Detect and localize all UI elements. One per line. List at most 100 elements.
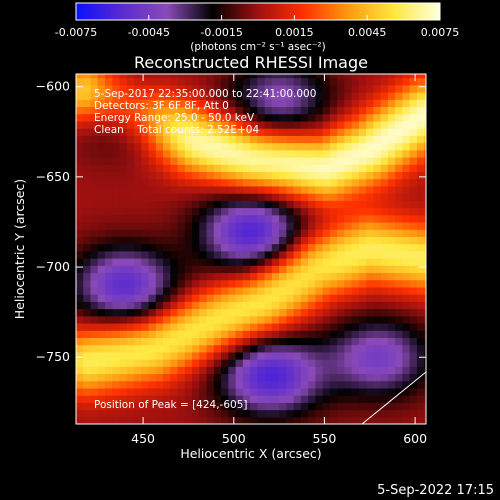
heatmap-cell: [366, 142, 375, 151]
heatmap-cell: [148, 128, 157, 136]
heatmap-cell: [112, 236, 121, 245]
heatmap-cell: [112, 250, 121, 259]
heatmap-cell: [199, 214, 208, 223]
heatmap-cell: [141, 258, 150, 266]
heatmap-cell: [76, 272, 84, 281]
heatmap-cell: [308, 315, 316, 324]
heatmap-cell: [192, 135, 200, 144]
heatmap-cell: [199, 185, 208, 194]
heatmap-cell: [395, 243, 404, 252]
heatmap-cell: [300, 409, 309, 418]
heatmap-cell: [409, 149, 418, 158]
heatmap-cell: [308, 77, 316, 86]
chart-title: Reconstructed RHESSI Image: [134, 53, 368, 72]
heatmap-cell: [373, 135, 382, 144]
heatmap-cell: [242, 229, 251, 237]
heatmap-cell: [112, 258, 121, 266]
heatmap-cell: [344, 120, 353, 129]
heatmap-cell: [112, 99, 121, 108]
heatmap-cell: [148, 351, 157, 360]
heatmap-cell: [105, 92, 113, 100]
heatmap-cell: [424, 301, 426, 310]
heatmap-cell: [395, 373, 404, 382]
heatmap-cell: [366, 416, 375, 424]
heatmap-cell: [177, 236, 186, 245]
heatmap-cell: [337, 113, 345, 122]
heatmap-cell: [315, 193, 324, 201]
heatmap-cell: [286, 193, 295, 201]
heatmap-cell: [380, 250, 389, 259]
heatmap-cell: [177, 149, 186, 158]
heatmap-cell: [97, 92, 106, 100]
heatmap-cell: [344, 308, 353, 317]
heatmap-cell: [134, 322, 142, 331]
heatmap-cell: [119, 142, 128, 151]
heatmap-cell: [380, 272, 389, 281]
heatmap-cell: [395, 207, 404, 216]
heatmap-cell: [184, 185, 193, 194]
heatmap-cell: [235, 135, 244, 144]
heatmap-cell: [177, 366, 186, 375]
heatmap-cell: [163, 315, 171, 324]
heatmap-cell: [170, 301, 179, 310]
heatmap-cell: [351, 135, 360, 144]
heatmap-cell: [315, 207, 324, 216]
heatmap-cell: [286, 409, 295, 418]
heatmap-cell: [322, 120, 331, 129]
heatmap-cell: [279, 92, 287, 100]
heatmap-cell: [170, 74, 179, 79]
heatmap-cell: [90, 120, 99, 129]
heatmap-cell: [119, 402, 128, 411]
heatmap-cell: [90, 185, 99, 194]
heatmap-cell: [358, 106, 367, 115]
heatmap-cell: [119, 221, 128, 230]
heatmap-cell: [366, 258, 375, 266]
heatmap-cell: [409, 106, 418, 115]
heatmap-cell: [264, 243, 273, 252]
heatmap-cell: [315, 258, 324, 266]
heatmap-cell: [148, 243, 157, 252]
heatmap-cell: [424, 214, 426, 223]
heatmap-cell: [97, 142, 106, 151]
heatmap-cell: [148, 214, 157, 223]
heatmap-cell: [170, 373, 179, 382]
heatmap-cell: [373, 113, 382, 122]
heatmap-cell: [112, 265, 121, 274]
heatmap-cell: [177, 156, 186, 165]
heatmap-cell: [177, 164, 186, 173]
heatmap-cell: [315, 279, 324, 288]
heatmap-cell: [163, 113, 171, 122]
heatmap-cell: [308, 221, 316, 230]
heatmap-cell: [134, 380, 142, 389]
heatmap-cell: [351, 84, 360, 93]
heatmap-cell: [366, 200, 375, 209]
heatmap-cell: [141, 84, 150, 93]
heatmap-cell: [105, 387, 113, 396]
heatmap-cell: [213, 315, 222, 324]
heatmap-cell: [177, 214, 186, 223]
heatmap-cell: [337, 294, 345, 302]
heatmap-cell: [141, 322, 150, 331]
heatmap-cell: [163, 395, 171, 403]
heatmap-cell: [112, 178, 121, 187]
heatmap-cell: [395, 337, 404, 346]
heatmap-cell: [351, 416, 360, 424]
heatmap-cell: [213, 373, 222, 382]
heatmap-cell: [416, 149, 425, 158]
heatmap-cell: [416, 221, 425, 230]
heatmap-cell: [235, 156, 244, 165]
footer-timestamp: 5-Sep-2022 17:15: [377, 483, 494, 498]
heatmap-cell: [380, 156, 389, 165]
heatmap-cell: [329, 366, 338, 375]
heatmap-cell: [206, 185, 215, 194]
heatmap-cell: [235, 221, 244, 230]
heatmap-cell: [126, 164, 135, 173]
heatmap-cell: [228, 77, 237, 86]
heatmap-cell: [424, 337, 426, 346]
heatmap-cell: [76, 330, 84, 339]
heatmap-cell: [416, 135, 425, 144]
heatmap-cell: [308, 128, 316, 136]
heatmap-cell: [83, 156, 92, 165]
heatmap-cell: [148, 344, 157, 353]
